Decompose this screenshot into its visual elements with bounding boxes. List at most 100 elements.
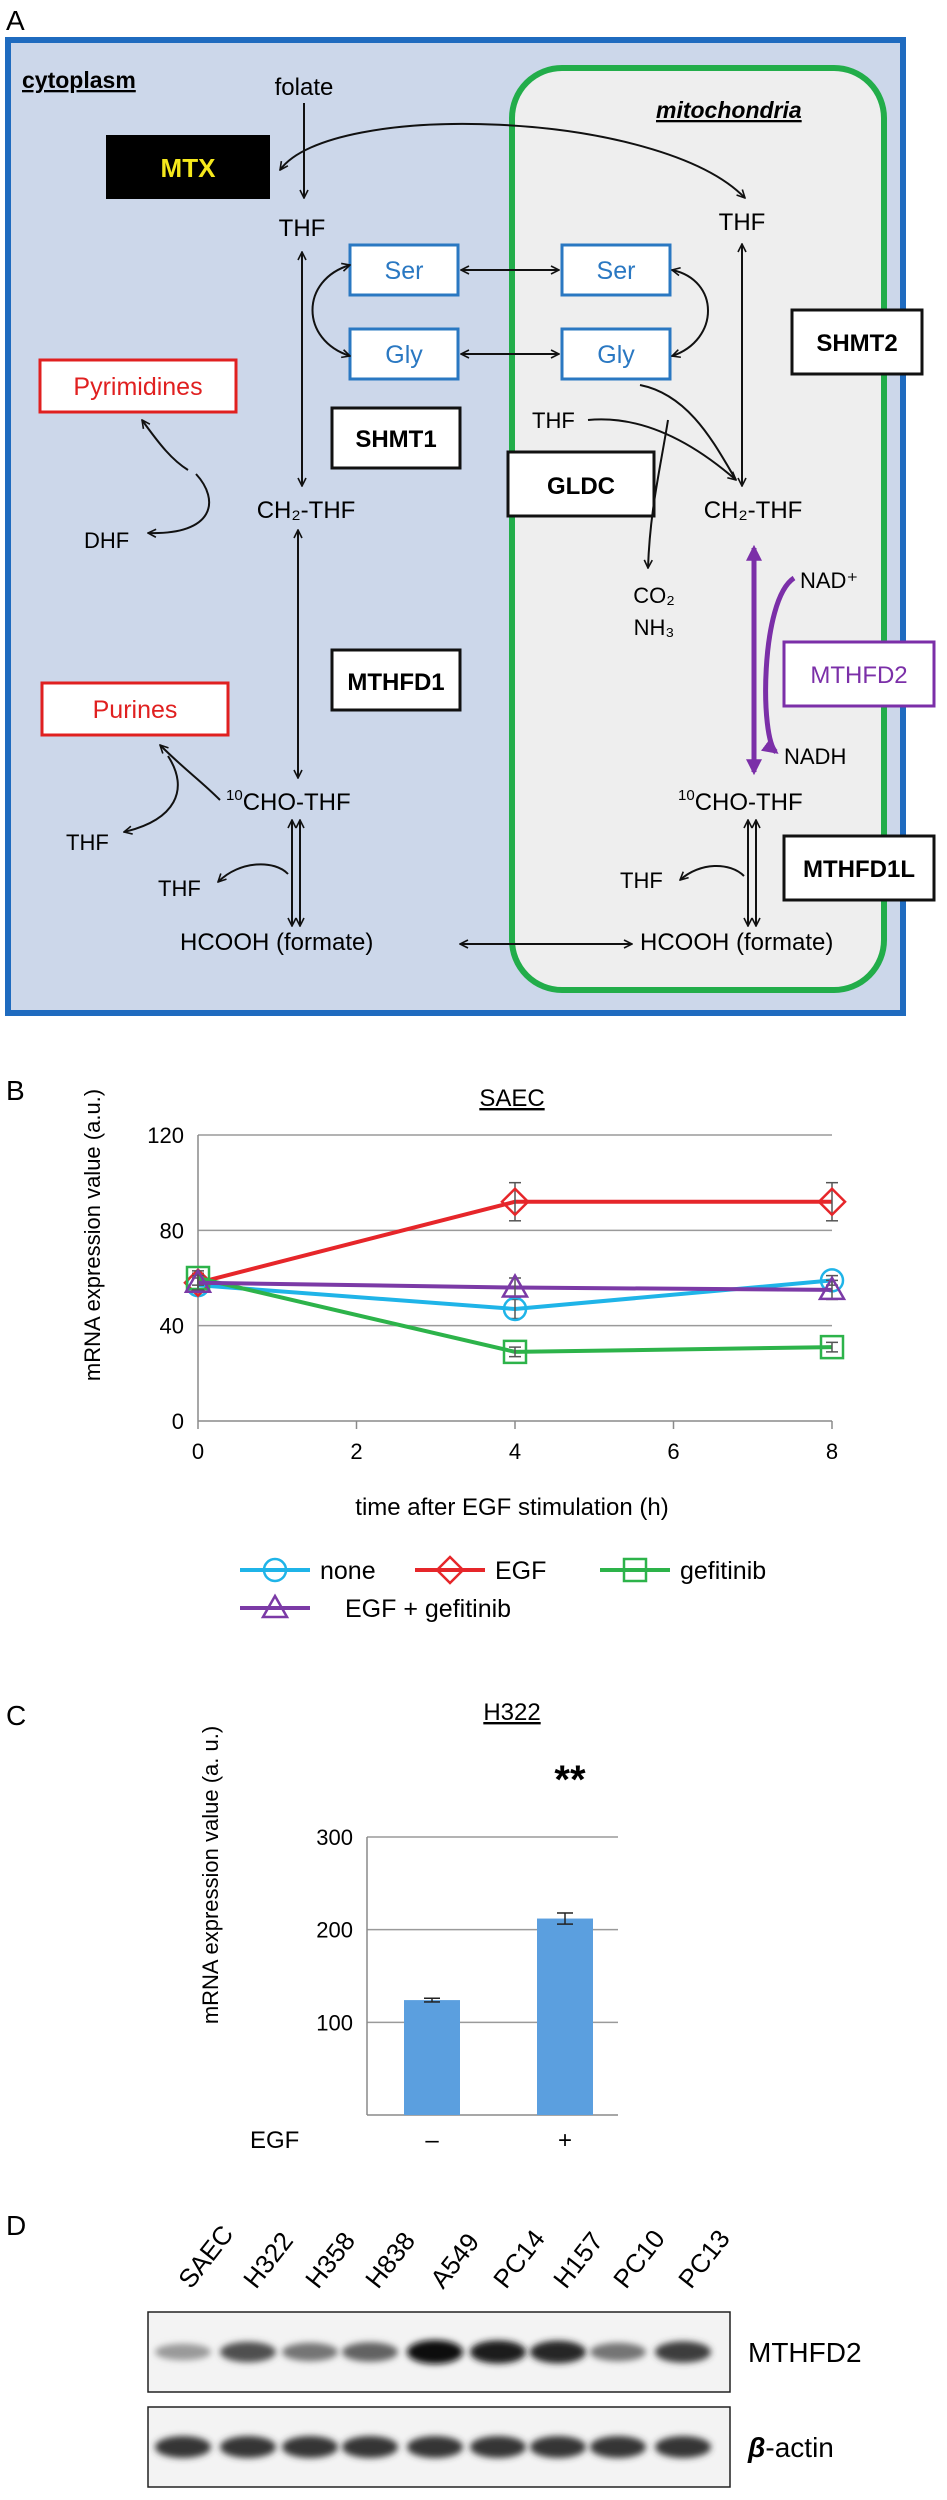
blot-band (342, 2342, 398, 2362)
blot-band (155, 2436, 211, 2458)
formate-mito: HCOOH (formate) (640, 929, 833, 956)
y-tick-label: 80 (160, 1218, 184, 1243)
thf-formate-mito: THF (620, 868, 663, 893)
data-point (502, 1339, 528, 1365)
chart-b-legend: none EGF gefitinib EGF + gefitinib (240, 1555, 766, 1623)
data-point (817, 1275, 847, 1301)
x-tick-label: 2 (350, 1439, 362, 1464)
gly-mito-label: Gly (597, 341, 635, 369)
cho-thf-cyto: 10CHO-THF (226, 787, 351, 816)
mthfd2-box (782, 640, 936, 708)
purines-label: Purines (93, 696, 178, 724)
blot-row-label: MTHFD2 (748, 2337, 862, 2368)
legend-label: none (320, 1557, 376, 1585)
data-point (819, 1334, 845, 1360)
legend-label: gefitinib (680, 1557, 766, 1585)
chart-b-plot: 0 40 80 120 0 2 4 6 8 (147, 1123, 847, 1464)
arrow-thf-formate-cyto (218, 863, 289, 882)
gly-mito-box (560, 327, 672, 381)
y-tick-label: 120 (147, 1123, 184, 1148)
blot-band (530, 2340, 586, 2364)
gly-cyto-label: Gly (385, 341, 423, 369)
series-egf-gefitinib (183, 1268, 847, 1301)
co2-label: CO₂ (633, 583, 675, 608)
panel-label-c: C (6, 1700, 26, 1731)
mtx-box (106, 135, 270, 199)
ser-mito-box (560, 243, 672, 297)
blot-band (282, 2342, 338, 2362)
ch2thf-mito: CH₂-THF (704, 497, 803, 524)
blot-band (470, 2340, 526, 2364)
chart-c-plot: 100 200 300 – + (316, 1825, 618, 2154)
thf-mito-top: THF (719, 209, 766, 236)
blot-band (590, 2342, 646, 2362)
blot-band (470, 2436, 526, 2458)
y-tick-label: 40 (160, 1314, 184, 1339)
legend-marker (262, 1557, 288, 1583)
chart-c-title: H322 (483, 1699, 540, 1726)
dhf-label: DHF (84, 528, 129, 553)
cho-thf-mito: 10CHO-THF (678, 787, 803, 816)
formate-cyto: HCOOH (formate) (180, 929, 373, 956)
category-label: – (425, 2127, 439, 2154)
thf-purine-label: THF (66, 830, 109, 855)
arrow-dhf (148, 473, 211, 533)
gly-cyto-box (348, 327, 460, 381)
legend-label: EGF + gefitinib (345, 1595, 511, 1623)
ser-cyto-label: Ser (385, 257, 424, 285)
x-tick-label: 0 (192, 1439, 204, 1464)
chart-b-ylabel: mRNA expression value (a.u.) (80, 1089, 105, 1381)
legend-item: EGF + gefitinib (240, 1593, 511, 1623)
ser-mito-label: Ser (597, 257, 636, 285)
chart-b-title: SAEC (479, 1085, 544, 1112)
gldc-label: GLDC (547, 473, 615, 500)
data-point (500, 1186, 530, 1217)
arrow-thf-purine (124, 755, 179, 832)
lane-label: A549 (424, 2227, 485, 2293)
gldc-box (506, 450, 656, 518)
arrow-gldc-thf (587, 418, 736, 480)
ch2thf-cyto: CH₂-THF (257, 497, 356, 524)
arrow-thf-transport (280, 122, 745, 198)
y-tick-label: 200 (316, 1918, 353, 1943)
blot-band (655, 2436, 711, 2458)
x-tick-label: 6 (667, 1439, 679, 1464)
thf-gldc: THF (532, 408, 575, 433)
x-tick-label: 8 (826, 1439, 838, 1464)
data-point (500, 1273, 530, 1298)
mitochondria-label: mitochondria (656, 97, 802, 123)
series-gefitinib (185, 1265, 845, 1365)
arrow-gldc-co2 (648, 419, 669, 568)
panel-label-d: D (6, 2210, 26, 2241)
thf-formate-cyto: THF (158, 876, 201, 901)
arrow-nad-nadh (760, 575, 796, 754)
nadh-label: NADH (784, 744, 846, 769)
lane-label: PC13 (672, 2224, 736, 2294)
blot-band (342, 2436, 398, 2458)
lane-label: H838 (359, 2226, 421, 2293)
blot-band (655, 2341, 711, 2363)
blot-band (407, 2340, 463, 2364)
mitochondria-compartment (509, 65, 887, 993)
blot-band (407, 2436, 463, 2458)
mthfd1-box (330, 648, 462, 712)
lane-label: H358 (299, 2226, 361, 2293)
mthfd1-label: MTHFD1 (347, 669, 444, 696)
cytoplasm-label: cytoplasm (22, 67, 136, 93)
shmt2-box (790, 308, 924, 376)
legend-marker (260, 1593, 290, 1619)
legend-item: none (240, 1557, 376, 1585)
mtx-label: MTX (161, 153, 217, 183)
mthfd1l-box (782, 834, 936, 902)
pathway-arrows (124, 103, 756, 944)
arrow-pyrimidines (142, 420, 189, 471)
nh3-label: NH₃ (634, 615, 675, 640)
chart-c-egf-label: EGF (250, 2127, 299, 2154)
thf-cyto-top: THF (279, 215, 326, 242)
folate-label: folate (275, 74, 334, 101)
blot-band (220, 2436, 276, 2458)
bar (537, 1918, 593, 2115)
lane-label: PC10 (607, 2224, 671, 2294)
